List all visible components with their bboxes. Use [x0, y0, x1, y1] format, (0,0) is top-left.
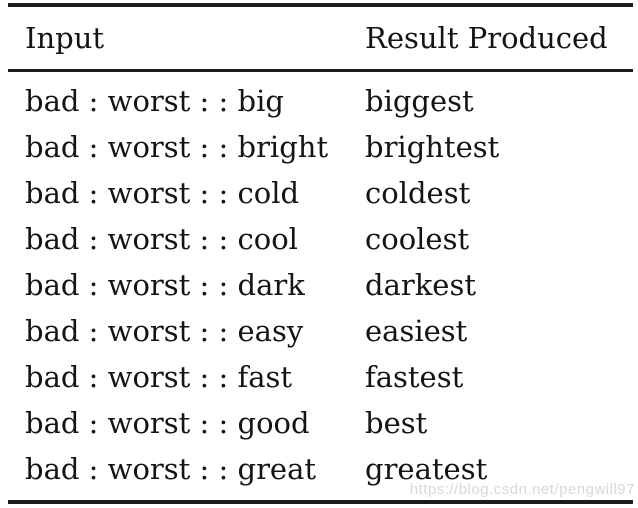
- input-cell: bad : worst : : easy: [25, 313, 304, 348]
- result-cell: greatest: [365, 451, 488, 486]
- table-row: bad : worst : : easy easiest: [25, 308, 633, 354]
- result-cell: fastest: [365, 359, 464, 394]
- table-row: bad : worst : : great greatest: [25, 446, 633, 492]
- table-row: bad : worst : : fast fastest: [25, 354, 633, 400]
- result-cell: biggest: [365, 83, 474, 118]
- table-body: bad : worst : : big biggest bad : worst : …: [8, 72, 633, 500]
- result-cell: darkest: [365, 267, 476, 302]
- table-row: bad : worst : : cold coldest: [25, 170, 633, 216]
- result-cell: coldest: [365, 175, 471, 210]
- input-cell: bad : worst : : great: [25, 451, 317, 486]
- input-cell: bad : worst : : fast: [25, 359, 293, 394]
- column-header-input: Input: [25, 21, 105, 55]
- table-header-row: Input Result Produced: [8, 7, 633, 69]
- table-row: bad : worst : : good best: [25, 400, 633, 446]
- table-row: bad : worst : : big biggest: [25, 78, 633, 124]
- table-row: bad : worst : : bright brightest: [25, 124, 633, 170]
- analogy-results-table: Input Result Produced bad : worst : : bi…: [8, 3, 633, 504]
- input-cell: bad : worst : : cold: [25, 175, 300, 210]
- result-cell: coolest: [365, 221, 470, 256]
- input-cell: bad : worst : : big: [25, 83, 284, 118]
- table-top-rule: [8, 3, 633, 7]
- result-cell: best: [365, 405, 428, 440]
- table-bottom-rule: [8, 500, 633, 504]
- input-cell: bad : worst : : bright: [25, 129, 329, 164]
- result-cell: brightest: [365, 129, 500, 164]
- table-header-rule: [8, 69, 633, 72]
- result-cell: easiest: [365, 313, 468, 348]
- input-cell: bad : worst : : cool: [25, 221, 298, 256]
- column-header-result-produced: Result Produced: [365, 21, 608, 55]
- table-row: bad : worst : : dark darkest: [25, 262, 633, 308]
- input-cell: bad : worst : : dark: [25, 267, 305, 302]
- input-cell: bad : worst : : good: [25, 405, 310, 440]
- table-row: bad : worst : : cool coolest: [25, 216, 633, 262]
